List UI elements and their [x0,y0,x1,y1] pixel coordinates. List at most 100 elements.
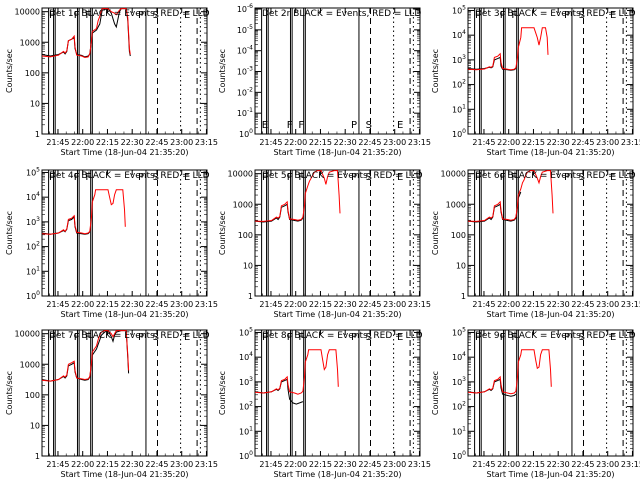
x-tick-label: 22:30 [547,460,570,469]
x-tick-label: 22:00 [71,300,94,309]
x-tick-label: 21:45 [46,460,69,469]
y-tick-label: 1000 [20,38,40,47]
flag-label: E [610,332,616,343]
flag-label: F [511,10,517,21]
y-tick-label: 100 [451,231,466,240]
x-axis-label: Start Time (18-Jun-04 21:35:20) [61,470,189,479]
x-tick-label: 23:15 [408,300,431,309]
x-tick-label: 22:15 [522,460,545,469]
panel-title: Det 9c BLACK = Events, RED = LLD [475,331,636,341]
x-tick-label: 23:15 [408,138,431,147]
flag-label: F [500,172,506,183]
flag-label: F [298,332,304,343]
panel-6: 1 10 100 1000 10000 21:45 22:00 22:15 22:30 22:45… [431,169,640,319]
x-tick-label: 22:45 [358,138,381,147]
x-tick-label: 21:45 [472,460,495,469]
panel-9: 100 101 102 103 104 105 21:45 22:00 22:15 22:30 22… [431,326,640,479]
y-tick-label: 100 [26,290,40,301]
flag-label: S [579,10,585,21]
y-tick-label: 10-4 [237,45,253,56]
events-line [467,56,517,71]
flag-label: E [610,10,616,21]
flag-label: F [511,332,517,343]
x-tick-label: 22:00 [284,300,307,309]
flag-label: F [287,332,293,343]
x-tick-label: 22:45 [571,138,594,147]
x-tick-label: 22:45 [145,138,168,147]
flag-label: P [564,332,570,343]
y-tick-label: 1 [248,292,253,301]
y-axis-label: Counts/sec [218,49,227,93]
y-axis-label: Counts/sec [431,371,440,415]
x-tick-label: 22:30 [334,460,357,469]
flag-label: F [49,332,55,343]
y-tick-label: 10000 [441,170,466,179]
y-tick-label: 10-6 [237,3,253,14]
y-tick-label: 100 [239,450,253,461]
y-tick-label: 1 [35,452,40,461]
flag-label: E [262,120,268,131]
y-tick-label: 100 [239,128,253,139]
flag-label: E [397,172,403,183]
y-tick-label: 100 [238,231,253,240]
y-tick-label: 103 [452,376,466,387]
y-tick-label: 10000 [228,170,253,179]
panel-3: 100 101 102 103 104 105 21:45 22:00 22:15 22:30 22… [431,4,640,157]
y-tick-label: 1000 [20,360,40,369]
flag-label: S [579,172,585,183]
events-line [41,215,91,235]
x-tick-label: 21:45 [472,300,495,309]
panel-title: Det 3c BLACK = Events, RED = LLD [475,9,636,19]
lld-line [254,170,341,222]
lld-line [467,349,552,395]
plot-frame [41,7,208,135]
y-axis-label: Counts/sec [5,49,14,93]
x-tick-label: 23:00 [170,138,193,147]
x-tick-label: 22:00 [497,460,520,469]
flag-label: F [74,10,80,21]
y-tick-label: 104 [452,351,466,362]
x-tick-label: 22:30 [334,138,357,147]
x-tick-label: 22:30 [121,460,144,469]
flag-label: S [366,172,372,183]
x-axis-label: Start Time (18-Jun-04 21:35:20) [274,310,402,319]
flag-label: F [298,172,304,183]
y-tick-label: 101 [452,103,466,114]
y-tick-label: 10-2 [237,86,253,97]
x-tick-label: 22:00 [497,138,520,147]
x-tick-label: 22:45 [145,300,168,309]
x-axis-label: Start Time (18-Jun-04 21:35:20) [274,148,402,157]
x-tick-label: 22:15 [96,300,119,309]
x-tick-label: 22:45 [571,460,594,469]
flag-label: P [351,120,357,131]
flag-label: P [351,172,357,183]
flag-label: F [475,172,481,183]
flag-label: F [85,10,91,21]
x-tick-label: 22:15 [96,460,119,469]
flag-label: S [153,10,159,21]
lld-line [467,27,549,71]
x-tick-label: 21:45 [259,138,282,147]
flag-label: F [49,10,55,21]
y-axis-label: Counts/sec [431,49,440,93]
x-tick-label: 23:15 [195,300,218,309]
x-tick-label: 22:15 [522,138,545,147]
flag-label: P [138,10,144,21]
x-tick-label: 22:30 [334,300,357,309]
x-tick-label: 22:00 [284,460,307,469]
panel-7: 1 10 100 1000 10000 21:45 22:00 22:15 22:30 22:45… [5,329,218,479]
plot-frame [467,7,634,135]
lld-line [254,349,339,395]
flag-label: E [610,172,616,183]
y-tick-label: 100 [25,69,40,78]
flag-label: F [511,172,517,183]
flag-label: E [184,172,190,183]
y-tick-label: 104 [452,29,466,40]
flag-label: S [153,332,159,343]
x-tick-label: 21:45 [472,138,495,147]
flag-label: P [351,332,357,343]
plot-frame [254,169,421,297]
y-tick-label: 100 [452,128,466,139]
x-axis-label: Start Time (18-Jun-04 21:35:20) [274,470,402,479]
